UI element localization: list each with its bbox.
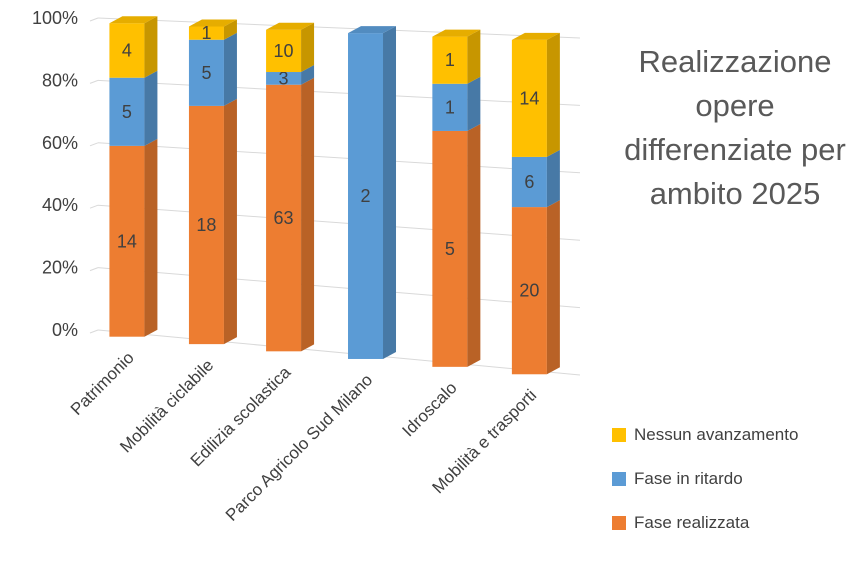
bar-segment-fase-in-ritardo	[511, 156, 547, 208]
bar-top	[511, 32, 560, 40]
bar-side	[223, 32, 237, 106]
gridline-ext	[89, 142, 99, 147]
gridline	[97, 142, 581, 174]
gridline	[97, 79, 581, 106]
bar-segment-nessun-avanzamento	[432, 36, 468, 84]
legend: Nessun avanzamento Fase in ritardo Fase …	[612, 422, 798, 554]
bar-segment-fase-in-ritardo	[432, 83, 468, 131]
gridline-ext	[89, 17, 99, 22]
gridline	[97, 267, 581, 309]
bar-side	[467, 29, 481, 84]
bar-segment-fase-in-ritardo	[188, 39, 224, 106]
bar-side	[546, 149, 560, 208]
legend-label: Fase realizzata	[634, 513, 750, 532]
y-axis-ticks: 0% 20% 40% 60% 80% 100%	[32, 8, 78, 340]
bar-segment-nessun-avanzamento	[188, 26, 224, 40]
legend-item-fase-in-ritardo: Fase in ritardo	[612, 466, 798, 492]
bar-top	[188, 19, 237, 27]
bar-side	[223, 19, 237, 40]
bar-side	[301, 65, 315, 85]
data-label: 10	[274, 41, 294, 61]
bar-segment-fase-in-ritardo	[348, 33, 384, 359]
bars: 14 5 4 18 5 1 63 3 10 2 5 1 1 20 6 14	[109, 16, 560, 375]
gridline-ext	[89, 329, 99, 334]
bar-side	[301, 22, 315, 73]
legend-swatch	[612, 516, 626, 530]
bar-segment-fase-realizzata	[432, 130, 468, 367]
y-tick-label: 0%	[52, 320, 78, 340]
y-tick-label: 100%	[32, 8, 78, 28]
bar-side	[144, 70, 158, 146]
bar-side	[546, 32, 560, 157]
data-label: 2	[361, 186, 371, 206]
bar-top	[109, 16, 158, 24]
chart-title: Realizzazione opere differenziate per am…	[624, 44, 846, 211]
x-category-label: Parco Agricolo Sud Milano	[222, 370, 376, 524]
data-label: 3	[279, 68, 289, 88]
bar-segment-fase-in-ritardo	[266, 72, 302, 85]
data-label: 1	[445, 97, 455, 117]
bar-side	[223, 98, 237, 345]
data-label: 14	[519, 88, 539, 108]
bar-side	[383, 26, 397, 359]
bar-segment-nessun-avanzamento	[266, 29, 302, 73]
data-label: 5	[445, 239, 455, 259]
gridline	[97, 204, 581, 241]
bar-side	[144, 16, 158, 78]
legend-item-nessun-avanzamento: Nessun avanzamento	[612, 422, 798, 448]
gridline-ext	[89, 267, 99, 272]
bar-segment-nessun-avanzamento	[511, 39, 547, 157]
bar-side	[546, 200, 560, 375]
data-label: 1	[445, 50, 455, 70]
bar-segment-fase-realizzata	[511, 207, 547, 375]
legend-label: Fase in ritardo	[634, 469, 743, 488]
bar-side	[301, 77, 315, 352]
data-label: 1	[201, 23, 211, 43]
legend-item-fase-realizzata: Fase realizzata	[612, 510, 798, 536]
y-tick-label: 60%	[42, 133, 78, 153]
bar-top	[266, 22, 315, 30]
data-label: 6	[524, 172, 534, 192]
y-tick-label: 20%	[42, 258, 78, 278]
legend-label: Nessun avanzamento	[634, 425, 799, 444]
bar-segment-fase-realizzata	[266, 84, 302, 352]
y-tick-label: 40%	[42, 195, 78, 215]
data-label: 14	[117, 231, 137, 251]
y-tick-label: 80%	[42, 70, 78, 90]
bar-segment-fase-realizzata	[109, 145, 145, 337]
bar-top	[348, 26, 397, 34]
bar-segment-nessun-avanzamento	[109, 23, 145, 78]
gridline-ext	[89, 204, 99, 209]
bar-segment-fase-in-ritardo	[109, 77, 145, 146]
x-category-label: Patrimonio	[67, 348, 138, 419]
data-label: 5	[122, 102, 132, 122]
gridlines	[89, 17, 581, 376]
bar-segment-fase-realizzata	[188, 105, 224, 345]
gridline	[97, 329, 581, 376]
data-label: 63	[274, 208, 294, 228]
bar-top	[432, 29, 481, 37]
legend-swatch	[612, 428, 626, 442]
legend-swatch	[612, 472, 626, 486]
bar-side	[467, 123, 481, 367]
bar-side	[467, 76, 481, 131]
data-label: 5	[201, 63, 211, 83]
gridline	[97, 17, 581, 39]
data-label: 4	[122, 40, 132, 60]
x-category-label: Idroscalo	[398, 378, 460, 440]
data-label: 18	[196, 215, 216, 235]
bar-side	[144, 138, 158, 337]
data-label: 20	[519, 281, 539, 301]
gridline-ext	[89, 79, 99, 84]
